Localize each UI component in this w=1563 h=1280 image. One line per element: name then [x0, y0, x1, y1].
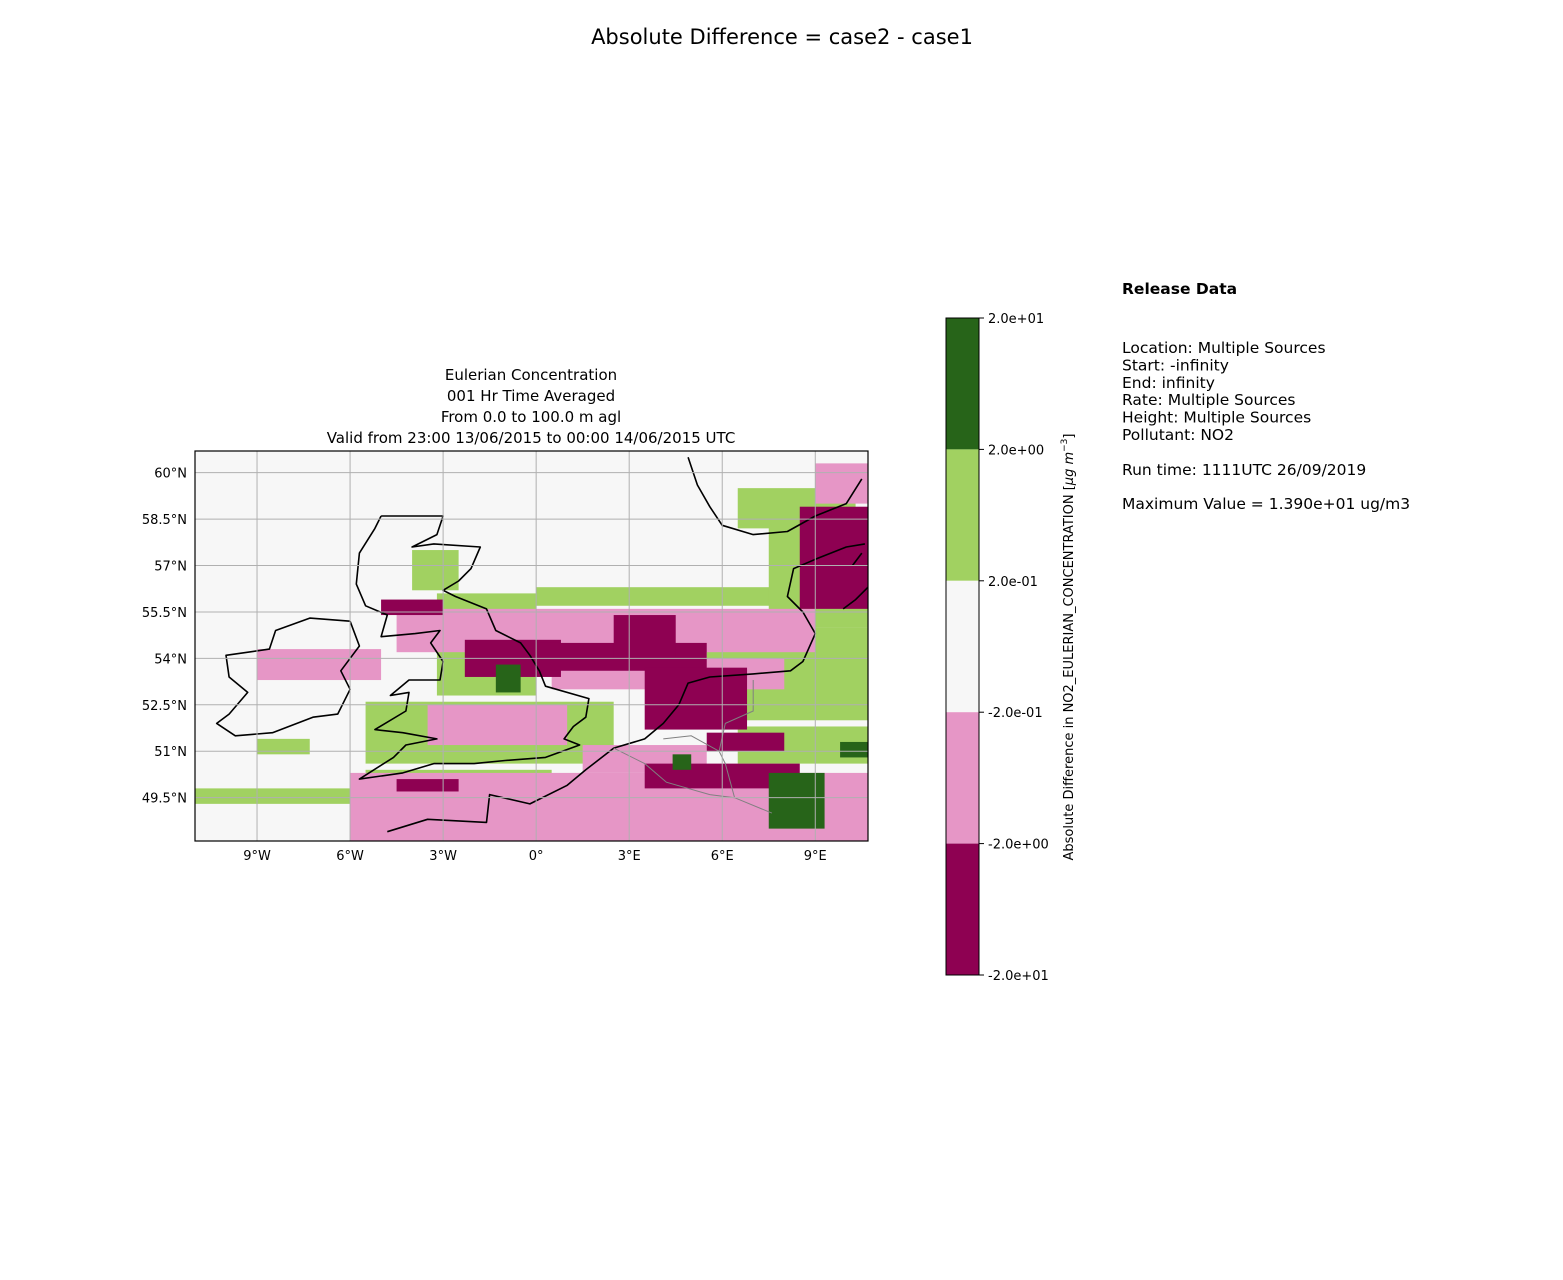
coastline [387, 543, 866, 833]
concentration-region [257, 738, 310, 755]
colorbar-label-unit: μg m [1062, 452, 1077, 486]
colorbar-label: Absolute Difference in NO2_EULERIAN_CONC… [1060, 434, 1077, 861]
map-title-line: From 0.0 to 100.0 m agl [441, 408, 621, 426]
colorbar-tick-label: 2.0e+01 [988, 312, 1044, 327]
concentration-region [672, 754, 692, 770]
colorbar-tick-label: 2.0e-01 [988, 575, 1038, 590]
colorbar-segment [946, 449, 979, 581]
colorbar-tick-label: -2.0e-01 [988, 706, 1043, 721]
colorbar [945, 317, 980, 976]
longitude-ticks: 9°W 6°W 3°W 0° 3°E 6°E 9°E [243, 849, 827, 864]
map-title-block: Eulerian Concentration 001 Hr Time Averag… [327, 366, 736, 447]
coastlines [215, 456, 868, 833]
colorbar-frame [945, 317, 980, 976]
release-data-line: Rate: Multiple Sources [1122, 391, 1296, 409]
map-frame [194, 450, 869, 842]
colorbar-label-suffix: ] [1062, 434, 1077, 439]
release-data-heading: Release Data [1122, 280, 1237, 298]
run-time: Run time: 1111UTC 26/09/2019 [1122, 461, 1366, 479]
latitude-tick-label: 52.5°N [142, 699, 187, 714]
colorbar-tick-label: 2.0e+00 [988, 443, 1044, 458]
release-data-line: Pollutant: NO2 [1122, 426, 1234, 444]
colorbar-tick-label: -2.0e+01 [988, 969, 1049, 984]
coastline [687, 456, 863, 536]
map-title-line: Eulerian Concentration [445, 366, 617, 384]
gridlines [195, 451, 868, 841]
colorbar-tick-label: -2.0e+00 [988, 838, 1049, 853]
latitude-tick-label: 55.5°N [142, 606, 187, 621]
colorbar-segment [946, 318, 979, 450]
latitude-tick-label: 49.5°N [142, 792, 187, 807]
coastline [851, 552, 863, 566]
latitude-tick-label: 51°N [154, 745, 187, 760]
latitude-tick-label: 58.5°N [142, 513, 187, 528]
concentration-field [195, 463, 868, 841]
longitude-tick-label: 6°E [711, 849, 734, 864]
colorbar-label-exponent: −3 [1060, 439, 1070, 452]
colorbar-segment [946, 843, 979, 975]
latitude-tick-label: 60°N [154, 467, 187, 482]
colorbar-label-text: Absolute Difference in NO2_EULERIAN_CONC… [1062, 485, 1077, 860]
colorbar-segment [946, 712, 979, 844]
colorbar-segment [946, 580, 979, 713]
concentration-region [495, 664, 521, 693]
latitude-tick-label: 57°N [154, 560, 187, 575]
concentration-region [815, 463, 868, 504]
longitude-tick-label: 9°E [804, 849, 827, 864]
concentration-region [396, 779, 459, 792]
longitude-tick-label: 6°W [336, 849, 364, 864]
concentration-region [412, 550, 459, 591]
release-data-line: End: infinity [1122, 374, 1215, 392]
concentration-region [257, 649, 382, 681]
country-border [613, 747, 773, 814]
latitude-ticks: 60°N 58.5°N 57°N 55.5°N 54°N 52.5°N 51°N 49.5°N [142, 467, 187, 807]
longitude-tick-label: 9°W [243, 849, 271, 864]
maximum-value: Maximum Value = 1.390e+01 ug/m3 [1122, 495, 1410, 513]
release-data-line: Location: Multiple Sources [1122, 339, 1326, 357]
longitude-tick-label: 3°W [429, 849, 457, 864]
release-data-line: Start: -infinity [1122, 356, 1229, 374]
concentration-region [427, 704, 568, 746]
coastline [355, 515, 590, 780]
longitude-tick-label: 0° [529, 849, 544, 864]
figure-title: Absolute Difference = case2 - case1 [591, 25, 973, 49]
concentration-region [840, 741, 868, 758]
latitude-tick-label: 54°N [154, 652, 187, 667]
map-panel: 9°W 6°W 3°W 0° 3°E 6°E 9°E 60°N 58.5°N 57°N 55.5°… [142, 450, 869, 864]
release-data-line: Height: Multiple Sources [1122, 409, 1311, 427]
release-data-panel: Release Data Location: Multiple SourcesSt… [1122, 280, 1410, 513]
concentration-region [613, 615, 676, 659]
concentration-region [644, 667, 748, 730]
concentration-region [381, 599, 444, 616]
concentration-region [706, 732, 785, 752]
map-title-line: Valid from 23:00 13/06/2015 to 00:00 14/… [327, 429, 736, 447]
colorbar-ticks: 2.0e+01 2.0e+00 2.0e-01 -2.0e-01 -2.0e+00 -2.… [979, 312, 1049, 984]
concentration-region [536, 587, 785, 606]
longitude-tick-label: 3°E [618, 849, 641, 864]
concentration-region [768, 772, 825, 829]
coastline [842, 586, 868, 610]
map-title-line: 001 Hr Time Averaged [447, 387, 615, 405]
concentration-region [799, 506, 868, 609]
coastline [215, 617, 361, 737]
